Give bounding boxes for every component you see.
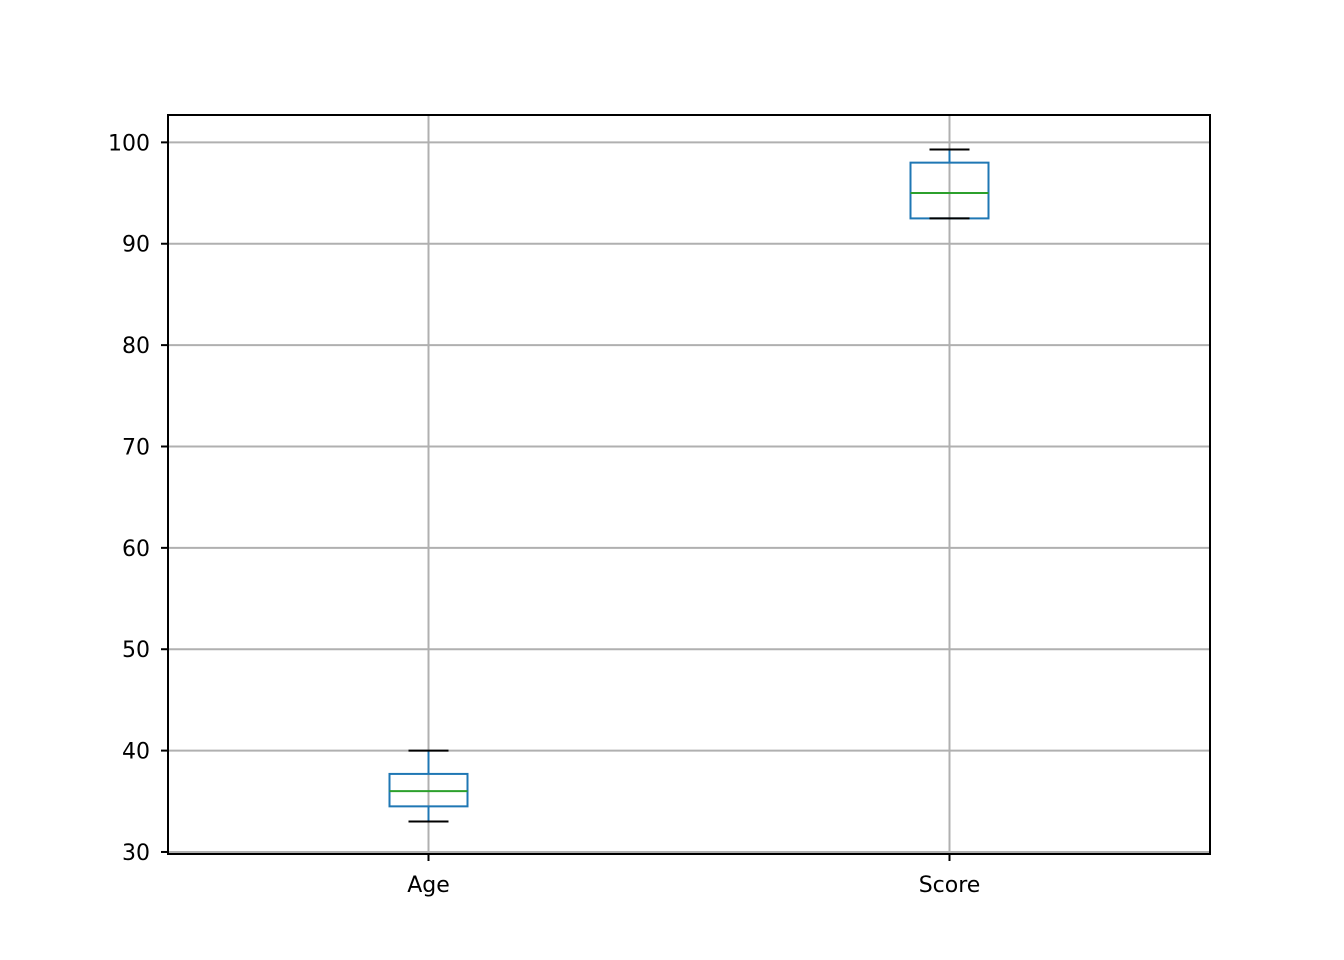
box-layer: [388, 148, 990, 823]
axes-frame: [167, 114, 1211, 855]
x-tick-label: Age: [407, 873, 450, 898]
y-tick-label: 80: [122, 334, 150, 359]
y-tick-label: 40: [122, 740, 150, 765]
grid-layer: [168, 115, 1210, 854]
tick-layer: 30 40 50 60 70 80 90 100 Age Score: [108, 131, 980, 898]
box-score: [909, 148, 990, 220]
y-tick-label: 50: [122, 638, 150, 663]
y-tick-label: 30: [122, 841, 150, 866]
y-tick-label: 70: [122, 435, 150, 460]
box-age: [388, 749, 469, 823]
iqr-box: [388, 772, 469, 808]
y-tick-label: 100: [108, 131, 150, 156]
y-tick-label: 90: [122, 233, 150, 258]
y-tick-label: 60: [122, 537, 150, 562]
x-tick-label: Score: [919, 873, 981, 898]
